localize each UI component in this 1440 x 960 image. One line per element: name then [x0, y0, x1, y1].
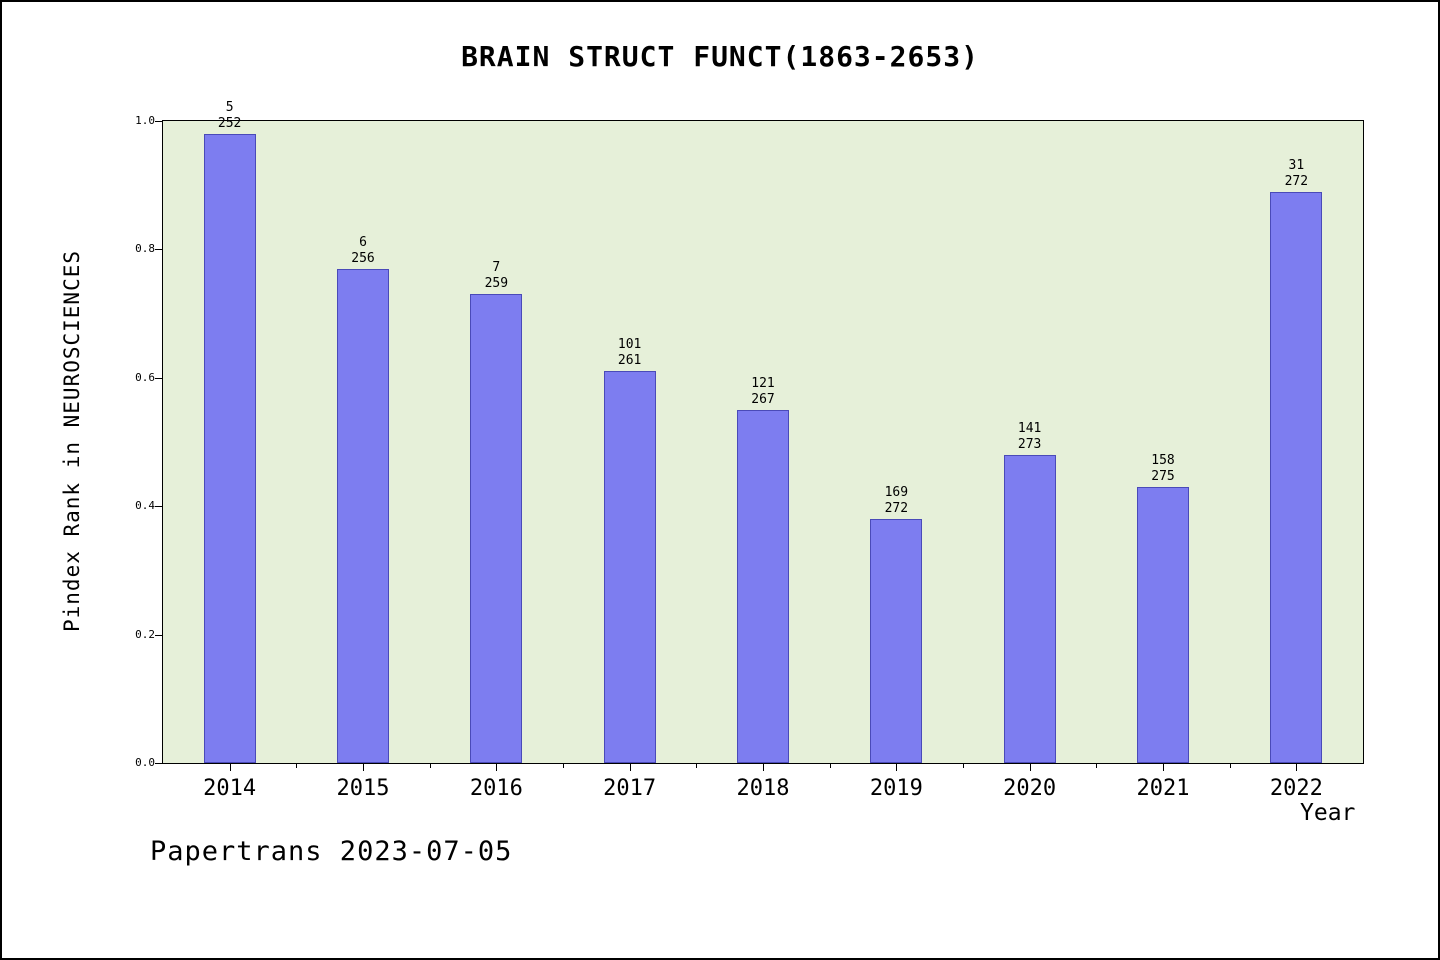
- bar-2014: [203, 134, 256, 763]
- x-minor-tick-mark: [1096, 764, 1098, 768]
- y-tick-mark: [155, 249, 162, 251]
- x-tick-label: 2019: [869, 776, 923, 801]
- bar-2021: [1137, 487, 1189, 763]
- bar-value-label: 158 275: [1151, 453, 1175, 484]
- y-tick-mark: [155, 506, 162, 508]
- y-axis-label: Pindex Rank in NEUROSCIENCES: [60, 250, 84, 633]
- bar-2020: [1003, 455, 1056, 763]
- x-tick-label: 2020: [1003, 776, 1057, 801]
- y-tick-label: 0.4: [135, 499, 155, 513]
- x-tick-mark: [1296, 764, 1298, 771]
- x-minor-tick-mark: [1229, 764, 1231, 768]
- x-tick-label: 2015: [336, 776, 390, 801]
- x-minor-tick-mark: [296, 764, 298, 768]
- bar-value-label: 121 267: [751, 376, 775, 407]
- x-axis-label: Year: [1300, 800, 1356, 826]
- x-tick-mark: [1029, 764, 1031, 771]
- y-tick-label: 0.8: [135, 242, 155, 256]
- x-tick-label: 2022: [1269, 776, 1323, 801]
- x-tick-label: 2018: [736, 776, 790, 801]
- bar-2019: [870, 519, 923, 763]
- bar-value-label: 5 252: [217, 100, 242, 131]
- y-tick-label: 0.2: [135, 627, 155, 641]
- x-minor-tick-mark: [963, 764, 964, 768]
- x-tick-mark: [763, 764, 764, 771]
- x-tick-mark: [363, 764, 364, 771]
- x-tick-label: 2021: [1136, 776, 1190, 801]
- bar-2016: [470, 294, 523, 763]
- x-tick-label: 2014: [203, 776, 257, 801]
- bar-value-label: 101 261: [617, 337, 642, 368]
- y-tick-label: 0.0: [135, 756, 155, 769]
- bar-2017: [603, 371, 656, 763]
- x-tick-mark: [229, 764, 231, 771]
- bar-value-label: 31 272: [1284, 158, 1309, 189]
- bar-value-label: 141 273: [1017, 421, 1042, 452]
- y-tick-mark: [155, 121, 162, 122]
- bar-2015: [337, 269, 389, 763]
- bar-value-label: 6 256: [351, 235, 375, 266]
- bar-value-label: 7 259: [484, 260, 509, 291]
- x-minor-tick-mark: [829, 764, 831, 768]
- x-tick-mark: [896, 764, 898, 771]
- chart-title: BRAIN STRUCT FUNCT(1863-2653): [461, 40, 979, 73]
- x-tick-label: 2017: [603, 776, 657, 801]
- bar-2022: [1270, 192, 1323, 763]
- y-tick-mark: [155, 377, 162, 379]
- x-tick-label: 2016: [469, 776, 523, 801]
- y-tick-mark: [155, 634, 162, 636]
- x-minor-tick-mark: [429, 764, 431, 768]
- x-tick-mark: [1163, 764, 1164, 771]
- bar-2018: [737, 410, 789, 763]
- x-minor-tick-mark: [696, 764, 698, 768]
- plot-area: 0.0 0.2 0.4 0.6 0.8 1.0 5 252 2014 6 256 2015 7 259 20…: [135, 100, 1364, 801]
- x-minor-tick-mark: [563, 764, 564, 768]
- y-tick-label: 1.0: [135, 114, 155, 127]
- watermark-text: Papertrans 2023-07-05: [150, 836, 513, 867]
- y-tick-mark: [155, 763, 162, 764]
- x-tick-mark: [629, 764, 631, 771]
- x-tick-mark: [496, 764, 498, 771]
- bar-value-label: 169 272: [884, 485, 909, 516]
- y-tick-label: 0.6: [135, 370, 155, 384]
